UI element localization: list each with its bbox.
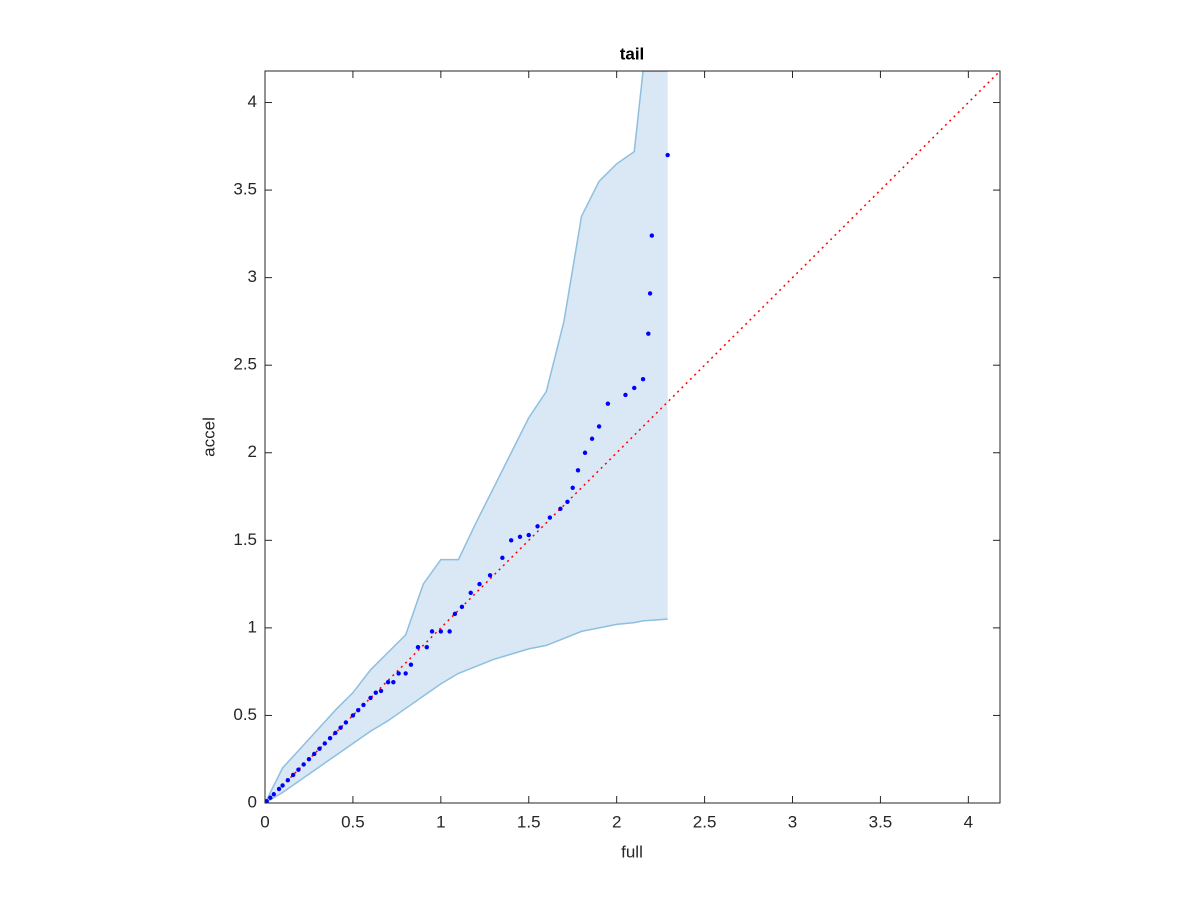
data-point — [429, 629, 435, 634]
data-point — [632, 385, 637, 391]
chart-title: tail — [620, 44, 645, 63]
band-edge — [265, 71, 668, 803]
data-point — [526, 532, 531, 538]
data-point — [408, 662, 414, 667]
data-point — [301, 762, 306, 767]
data-point — [535, 524, 540, 529]
data-point — [640, 377, 646, 382]
data-point — [296, 767, 301, 772]
data-point — [517, 534, 523, 540]
data-point — [452, 611, 458, 617]
x-axis-label: full — [621, 842, 643, 861]
y-tick-label: 2 — [248, 442, 257, 461]
x-tick-label: 4 — [964, 812, 973, 831]
reference-line — [265, 71, 1000, 803]
data-point — [558, 506, 563, 511]
data-point — [647, 291, 653, 296]
data-point — [589, 436, 595, 441]
data-point — [343, 720, 349, 725]
data-point — [327, 736, 333, 741]
x-tick-label: 2.5 — [693, 812, 717, 831]
data-point — [317, 746, 322, 751]
x-tick-label: 2 — [612, 812, 621, 831]
data-point — [468, 590, 473, 596]
data-point — [582, 450, 588, 455]
band-edge — [265, 618, 668, 803]
x-tick-label: 0.5 — [341, 812, 365, 831]
data-point — [575, 468, 581, 473]
plot-area — [265, 71, 1000, 803]
data-point — [565, 499, 570, 504]
x-tick-label: 0 — [260, 812, 269, 831]
data-point — [306, 757, 312, 762]
x-tick-label: 1 — [436, 812, 445, 831]
axes-box — [264, 70, 1001, 804]
data-point — [276, 786, 282, 792]
data-point — [322, 741, 327, 746]
x-tick-label: 1.5 — [517, 812, 541, 831]
y-tick-label: 0.5 — [233, 705, 257, 724]
y-tick-label: 1.5 — [233, 530, 257, 549]
y-axis-label: accel — [199, 417, 218, 457]
x-tick-label: 3 — [788, 812, 797, 831]
x-tick-label: 3.5 — [869, 812, 893, 831]
data-point — [459, 604, 465, 610]
data-point — [623, 392, 628, 398]
data-point — [280, 783, 285, 788]
data-point — [508, 538, 514, 543]
data-point — [477, 581, 482, 587]
data-point — [646, 331, 651, 336]
data-point — [368, 695, 373, 701]
data-point — [438, 629, 444, 634]
data-point — [271, 792, 276, 797]
data-point — [649, 233, 655, 238]
data-point — [290, 772, 296, 778]
y-tick-label: 1 — [248, 617, 257, 636]
data-point — [385, 679, 391, 685]
data-point — [338, 725, 343, 730]
data-point — [333, 730, 338, 736]
data-point — [447, 629, 452, 634]
data-point — [487, 573, 493, 578]
data-point — [396, 671, 401, 676]
data-point — [415, 644, 421, 650]
y-tick-label: 4 — [248, 92, 257, 111]
y-tick-label: 3 — [248, 267, 257, 286]
data-point — [361, 702, 366, 708]
data-point — [391, 679, 396, 685]
data-point — [378, 688, 384, 694]
data-point — [570, 485, 575, 490]
data-point — [403, 671, 408, 676]
y-tick-label: 3.5 — [233, 180, 257, 199]
y-tick-label: 0 — [248, 792, 257, 811]
data-point — [665, 152, 670, 158]
data-point — [268, 795, 273, 800]
data-point — [355, 707, 361, 713]
data-point — [265, 799, 269, 803]
confidence-band — [265, 71, 668, 803]
y-tick-label: 2.5 — [233, 355, 257, 374]
data-point — [596, 424, 602, 429]
data-point — [424, 644, 429, 650]
data-point — [285, 778, 291, 783]
data-point — [350, 713, 356, 718]
data-point — [500, 555, 505, 561]
data-point — [373, 690, 378, 695]
data-point — [312, 751, 317, 757]
data-point — [547, 515, 553, 520]
data-point — [605, 401, 611, 406]
